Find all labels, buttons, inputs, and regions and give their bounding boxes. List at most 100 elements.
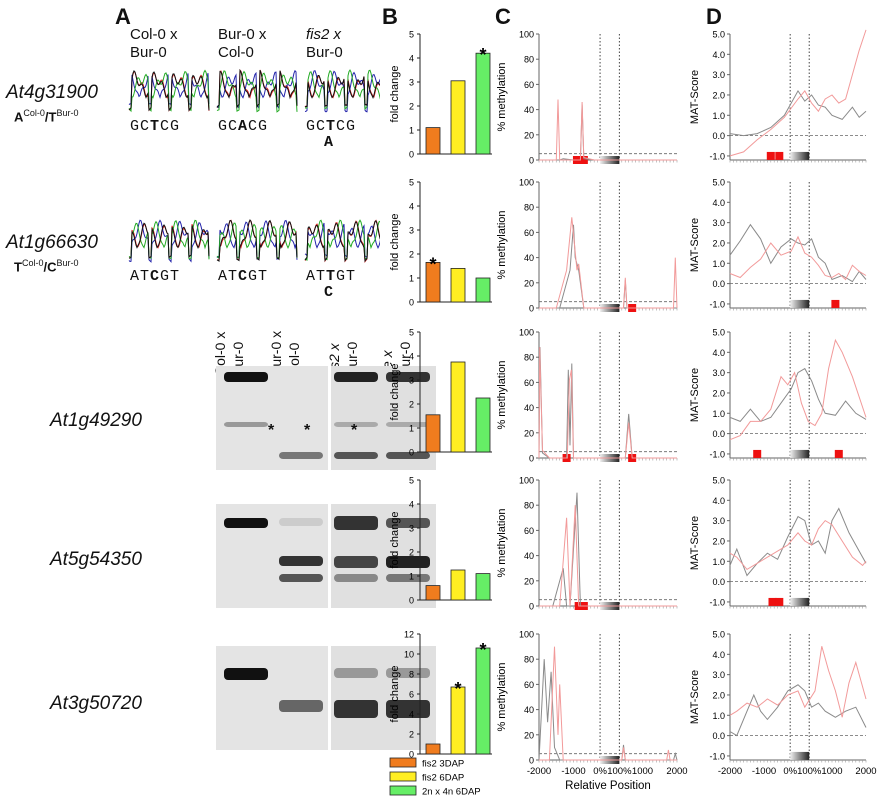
series-line-pink <box>729 235 867 281</box>
cross-header-1: Col-0 x Bur-0 <box>130 26 178 61</box>
x-tick-label: -1000 <box>752 766 776 777</box>
bar-tick-label: 0 <box>409 298 414 308</box>
line-tick-label: 0.0 <box>712 429 725 439</box>
bar-tick-label: 1 <box>409 126 414 136</box>
red-mark <box>766 151 775 160</box>
gel-band <box>334 700 378 718</box>
bar <box>475 573 491 601</box>
line-tick-label: 4.0 <box>712 650 725 660</box>
bar-tick-label: 0 <box>409 448 414 458</box>
red-mark <box>834 449 843 458</box>
line-tick-label: 100 <box>519 178 534 188</box>
bar-tick-label: 3 <box>409 376 414 386</box>
chromatogram-trace <box>128 222 210 259</box>
bar <box>450 686 466 755</box>
sequence-1-2: GCACG <box>218 118 269 135</box>
line-tick-label: 3.0 <box>712 516 725 526</box>
bar-tick-label: 0 <box>409 150 414 160</box>
bar-tick-label: 3 <box>409 78 414 88</box>
bar-axis-label: fold change <box>389 512 401 569</box>
chromatogram-trace <box>304 69 380 111</box>
line-tick-label: 40 <box>524 705 534 715</box>
line-tick-label: 0 <box>529 304 534 314</box>
chromatogram-trace <box>304 75 380 108</box>
line-tick-label: 60 <box>524 378 534 388</box>
line-tick-label: 60 <box>524 680 534 690</box>
x-tick-label: 1000 <box>821 766 842 777</box>
gel-band <box>334 372 378 382</box>
series-line-pink <box>539 646 677 761</box>
red-mark <box>768 597 777 606</box>
line-tick-label: 100 <box>519 476 534 486</box>
line-tick-label: 40 <box>524 403 534 413</box>
bar-tick-label: 2 <box>409 102 414 112</box>
bar <box>450 80 466 155</box>
bar <box>450 569 466 601</box>
line-tick-label: 2.0 <box>712 238 725 248</box>
bar-tick-label: 3 <box>409 524 414 534</box>
gel-separator <box>328 366 331 470</box>
x-tick-label: 2000 <box>666 766 687 777</box>
bar <box>425 414 441 453</box>
legend-label: fis2 6DAP <box>422 773 464 784</box>
line-tick-label: 40 <box>524 551 534 561</box>
bar-tick-label: 4 <box>409 202 414 212</box>
line-tick-label: 80 <box>524 55 534 65</box>
series-line-grey <box>538 347 677 459</box>
line-tick-label: 3.0 <box>712 70 725 80</box>
chromatogram-trace <box>128 69 210 112</box>
gel-star-1: * <box>268 422 275 439</box>
gel-star-3: * <box>351 422 358 439</box>
line-tick-label: 80 <box>524 501 534 511</box>
x-tick-label: 0% <box>783 766 797 777</box>
line-tick-label: 0 <box>529 454 534 464</box>
bar-tick-label: 2 <box>409 250 414 260</box>
line-tick-label: 40 <box>524 253 534 263</box>
sequence-2-1: ATCGT <box>130 268 181 285</box>
chromatogram-trace <box>216 68 298 109</box>
line-tick-label: 0.0 <box>712 279 725 289</box>
sequence-1-3-second-allele: A <box>324 134 335 151</box>
gene-label-5: At3g50720 <box>50 693 142 714</box>
line-tick-label: 1.0 <box>712 259 725 269</box>
line-tick-label: -1.0 <box>709 449 725 459</box>
line-tick-label: 20 <box>524 428 534 438</box>
gel-image-1 <box>216 366 436 470</box>
legend-swatch <box>389 771 417 782</box>
bar-tick-label: 5 <box>409 30 414 40</box>
legend-swatch <box>389 757 417 768</box>
line-tick-label: 1.0 <box>712 711 725 721</box>
sequence-2-2: ATCGT <box>218 268 269 285</box>
line-tick-label: 5.0 <box>712 178 725 188</box>
gel-band <box>224 518 268 528</box>
bar-tick-label: 1 <box>409 424 414 434</box>
sequence-2-3: ATTGT <box>306 268 357 285</box>
line-tick-label: 60 <box>524 80 534 90</box>
bar-tick-label: 3 <box>409 226 414 236</box>
line-tick-label: 0 <box>529 602 534 612</box>
bar-tick-label: 0 <box>409 750 414 760</box>
line-tick-label: -1.0 <box>709 151 725 161</box>
series-line-grey <box>539 492 677 607</box>
gel-separator <box>328 504 331 608</box>
gel-band <box>334 574 378 582</box>
line-tick-label: 100 <box>519 30 534 40</box>
line-tick-label: 100 <box>519 630 534 640</box>
bar-tick-label: 0 <box>409 596 414 606</box>
gene-box <box>790 449 810 458</box>
series-line-pink <box>539 505 677 607</box>
gel-band <box>386 518 430 528</box>
bar <box>475 647 491 755</box>
line-tick-label: 0 <box>529 156 534 166</box>
bar-tick-label: 1 <box>409 274 414 284</box>
line-tick-label: 1.0 <box>712 111 725 121</box>
gel-band <box>279 452 323 459</box>
line-axis-label: % methylation <box>496 662 508 731</box>
series-line-pink <box>539 217 678 309</box>
series-line-pink <box>729 29 867 157</box>
series-line-pink <box>538 347 677 459</box>
bar <box>425 743 441 755</box>
line-tick-label: 60 <box>524 526 534 536</box>
line-axis-label: % methylation <box>496 62 508 131</box>
line-axis-label: MAT-Score <box>690 218 701 272</box>
